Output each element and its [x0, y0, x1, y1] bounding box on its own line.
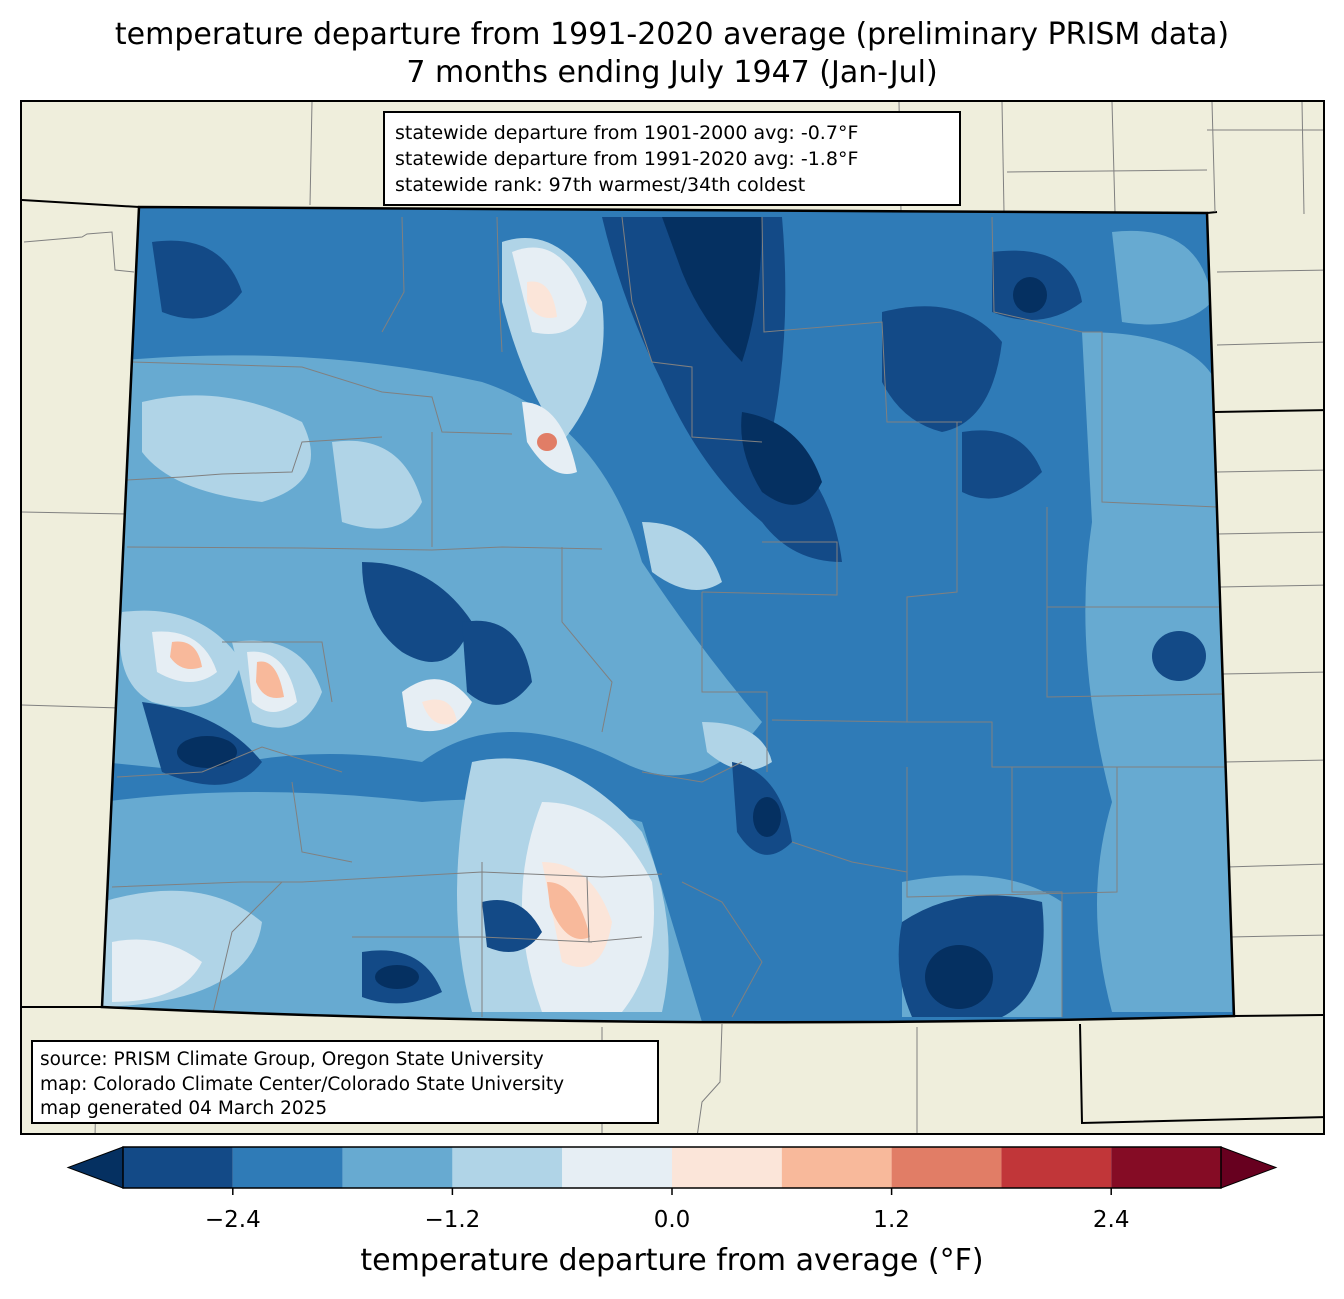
source-box: source: PRISM Climate Group, Oregon Stat…: [31, 1040, 659, 1124]
title-line-1: temperature departure from 1991-2020 ave…: [114, 17, 1230, 52]
colorbar-label: temperature departure from average (°F): [360, 1243, 984, 1278]
colorbar-over-arrow: [1220, 1146, 1278, 1189]
colorbar-segment: [562, 1147, 672, 1188]
colorbar-segment: [1111, 1147, 1221, 1188]
source-line-3: map generated 04 March 2025: [40, 1098, 328, 1119]
temperature-field: [102, 207, 1234, 1023]
colorbar-segment: [1001, 1147, 1112, 1188]
colorbar: [66, 1146, 1278, 1195]
statewide-stats-box: statewide departure from 1901-2000 avg: …: [383, 111, 961, 206]
colorbar-segment: [452, 1147, 563, 1188]
colorbar-segment: [123, 1147, 233, 1188]
colorado-border: [100, 205, 1236, 1024]
stats-line-3: statewide rank: 97th warmest/34th coldes…: [395, 174, 806, 196]
colorbar-segment: [672, 1147, 782, 1188]
colorbar-segment: [891, 1147, 1002, 1188]
map-panel[interactable]: [20, 100, 1325, 1135]
stats-line-2: statewide departure from 1991-2020 avg: …: [395, 148, 859, 170]
source-line-2: map: Colorado Climate Center/Colorado St…: [40, 1073, 565, 1095]
colorbar-segment: [342, 1147, 453, 1188]
neighbor-state-borders: [22, 199, 1323, 1125]
source-line-1: source: PRISM Climate Group, Oregon Stat…: [40, 1049, 544, 1070]
colorbar-tick-label: 1.2: [873, 1207, 910, 1233]
colorbar-tick-label: 0.0: [653, 1207, 691, 1233]
stats-line-1: statewide departure from 1901-2000 avg: …: [395, 122, 859, 144]
colorbar-tick-label: −1.2: [424, 1207, 481, 1233]
colorbar-under-arrow: [66, 1146, 124, 1189]
county-lines: [111, 216, 1227, 1018]
colorbar-segment: [781, 1147, 892, 1188]
colorbar-segment: [232, 1147, 343, 1188]
title-line-2: 7 months ending July 1947 (Jan-Jul): [406, 55, 938, 90]
colorbar-tick-label: −2.4: [204, 1207, 261, 1233]
colorbar-tick-label: 2.4: [1092, 1207, 1130, 1233]
